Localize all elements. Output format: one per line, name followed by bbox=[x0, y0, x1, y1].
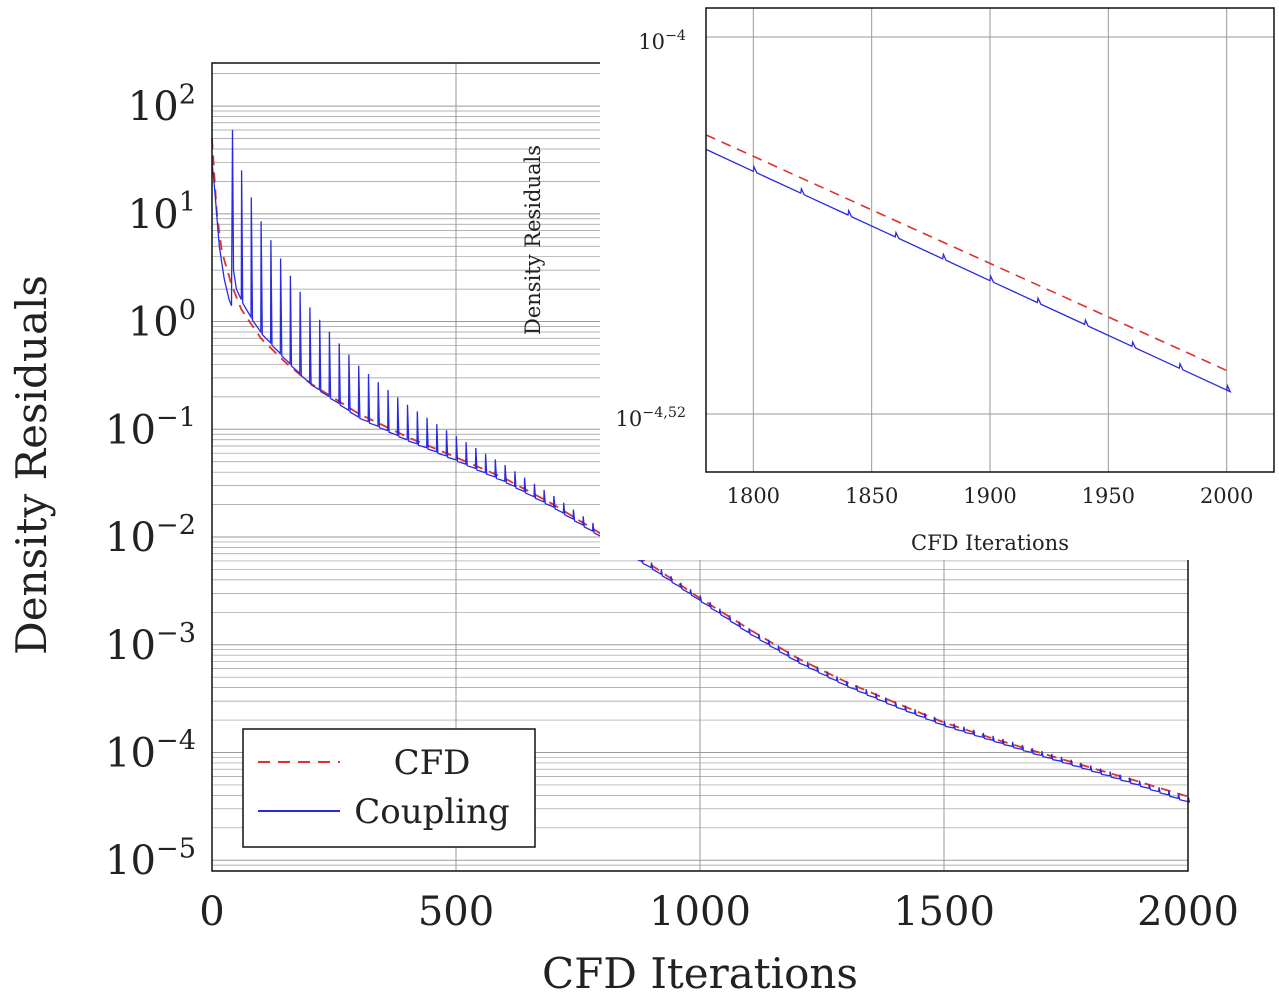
inset-x-tick-label: 1850 bbox=[845, 484, 898, 508]
inset-x-axis-label: CFD Iterations bbox=[911, 531, 1069, 555]
inset-x-tick-label: 2000 bbox=[1200, 484, 1253, 508]
x-tick-label: 0 bbox=[199, 889, 224, 935]
inset-x-tick-label: 1950 bbox=[1082, 484, 1135, 508]
y-tick-label: 10−1 bbox=[105, 402, 196, 453]
legend: CFD Coupling bbox=[243, 729, 535, 847]
legend-coupling-label: Coupling bbox=[354, 792, 510, 832]
inset-x-tick-label: 1900 bbox=[963, 484, 1016, 508]
y-tick-label: 101 bbox=[128, 187, 196, 238]
x-tick-label: 500 bbox=[418, 889, 494, 935]
main-y-axis-label: Density Residuals bbox=[7, 275, 56, 655]
y-tick-label: 100 bbox=[128, 295, 196, 346]
y-tick-label: 10−5 bbox=[105, 833, 196, 884]
y-tick-label: 10−4 bbox=[105, 726, 196, 777]
legend-cfd-label: CFD bbox=[394, 743, 471, 783]
y-tick-label: 10−2 bbox=[105, 510, 196, 561]
y-tick-label: 10−3 bbox=[105, 618, 196, 669]
x-tick-label: 2000 bbox=[1137, 889, 1239, 935]
inset-background bbox=[600, 0, 1279, 560]
main-x-axis-label: CFD Iterations bbox=[542, 949, 858, 997]
x-tick-label: 1500 bbox=[893, 889, 995, 935]
x-tick-label: 1000 bbox=[649, 889, 751, 935]
inset-x-tick-label: 1800 bbox=[727, 484, 780, 508]
inset-y-axis-label: Density Residuals bbox=[521, 145, 545, 335]
y-tick-label: 102 bbox=[128, 79, 196, 130]
